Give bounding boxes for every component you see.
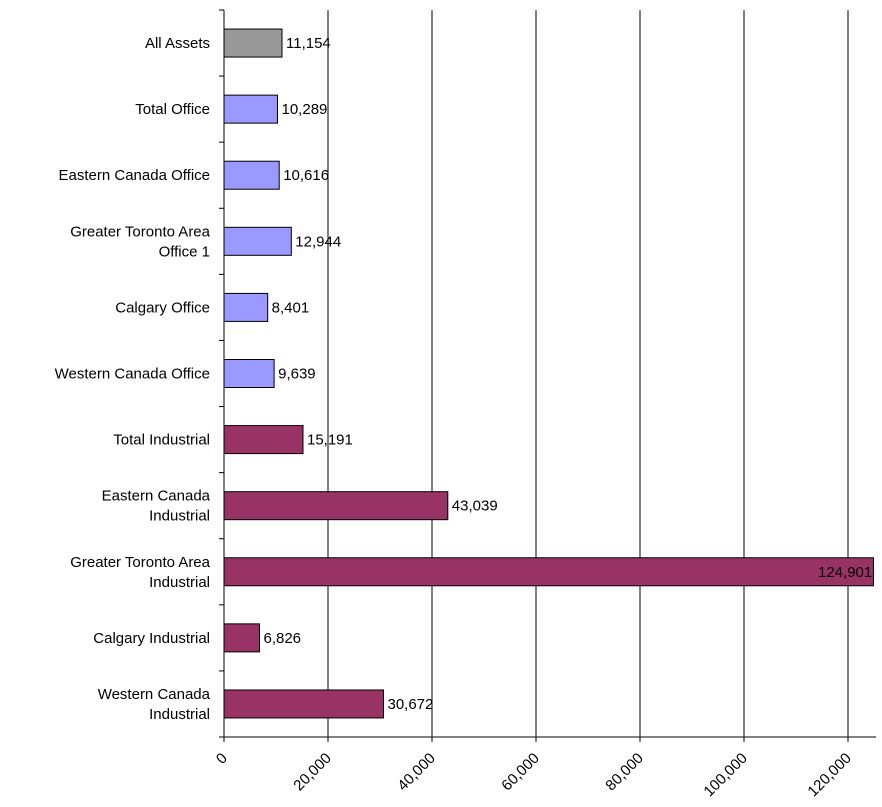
value-label: 9,639 xyxy=(278,366,316,383)
value-labels: 11,154 10,289 10,616 12,944 8,401 9,639 15,191… xyxy=(263,35,872,713)
bar xyxy=(223,160,280,190)
value-label: 12,944 xyxy=(295,233,341,250)
value-label: 10,616 xyxy=(283,167,329,184)
bar xyxy=(223,94,279,124)
value-label: 124,901 xyxy=(818,564,872,581)
value-label: 6,826 xyxy=(263,630,301,647)
gridlines xyxy=(327,10,849,737)
x-tick-label: 80,000 xyxy=(602,750,646,794)
category-label: Greater Toronto Area Industrial xyxy=(70,554,210,591)
bar xyxy=(223,359,275,388)
category-label: Calgary Industrial xyxy=(93,630,210,647)
value-label: 30,672 xyxy=(387,696,433,713)
category-label: Eastern Canada Office xyxy=(59,167,210,184)
category-label: Western Canada Industrial xyxy=(98,686,211,723)
bar xyxy=(223,557,874,587)
category-labels: All Assets Total Office Eastern Canada Off… xyxy=(55,35,211,723)
category-label: Eastern Canada Industrial xyxy=(102,488,211,525)
x-tick-labels: 0 20,000 40,000 60,000 80,000 100,000 120,000 xyxy=(213,750,855,800)
value-label: 8,401 xyxy=(272,299,310,316)
x-tick-label: 40,000 xyxy=(394,750,438,794)
bar xyxy=(223,226,292,256)
bar xyxy=(223,689,384,719)
category-label: Total Office xyxy=(135,101,210,118)
value-label: 43,039 xyxy=(452,498,498,515)
category-label: Calgary Office xyxy=(115,299,210,316)
x-tick-label: 100,000 xyxy=(700,750,750,800)
bar xyxy=(223,425,304,455)
category-label: Total Industrial xyxy=(113,432,210,449)
category-label: Western Canada Office xyxy=(55,366,210,383)
value-label: 10,289 xyxy=(282,101,328,118)
value-label: 15,191 xyxy=(307,432,353,449)
bar xyxy=(223,292,269,322)
x-tick-label: 20,000 xyxy=(290,750,334,794)
bar xyxy=(223,28,283,58)
bar xyxy=(223,491,449,521)
category-label: Greater Toronto Area Office 1 xyxy=(70,223,210,260)
x-tick-label: 120,000 xyxy=(804,750,854,800)
x-tick-label: 60,000 xyxy=(498,750,542,794)
axes xyxy=(219,9,876,742)
x-tick-label: 0 xyxy=(213,750,231,768)
category-label: All Assets xyxy=(145,35,210,52)
value-label: 11,154 xyxy=(286,35,331,52)
bar xyxy=(223,623,260,653)
bars xyxy=(223,28,874,719)
